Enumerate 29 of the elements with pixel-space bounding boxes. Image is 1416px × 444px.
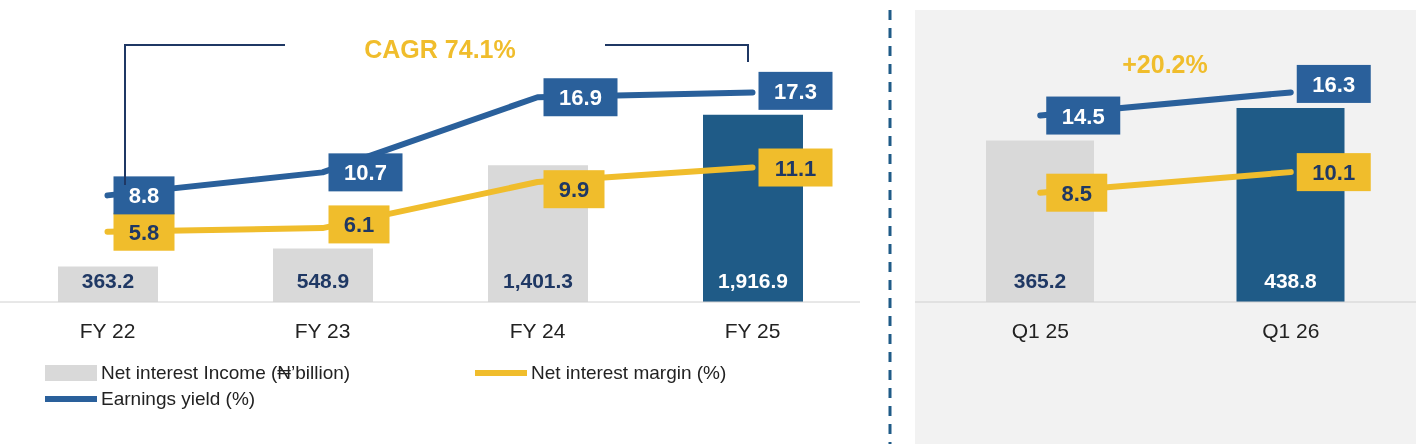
data-label: 6.1 (343, 212, 375, 238)
data-label: 14.5 (1061, 103, 1105, 129)
x-tick-label: FY 22 (79, 319, 136, 342)
data-label: 16.9 (559, 85, 602, 111)
x-tick-label: FY 24 (509, 319, 566, 342)
data-label: 9.9 (558, 177, 590, 203)
text: +20.2% (1122, 50, 1208, 78)
data-label: 10.7 (344, 160, 387, 186)
data-label: 1,916.9 (717, 269, 789, 292)
data-label: 5.8 (128, 219, 160, 245)
legend-label: Net interest margin (%) (531, 362, 727, 384)
x-tick-label: FY 23 (294, 319, 351, 342)
data-label: 17.3 (774, 78, 817, 104)
data-label: 365.2 (1013, 269, 1067, 292)
legend-label: Earnings yield (%) (101, 388, 256, 410)
data-label: 8.5 (1061, 180, 1093, 206)
data-label: 1,401.3 (502, 269, 574, 292)
legend-label: Net interest Income (₦’billion) (101, 362, 351, 384)
x-tick-label: Q1 25 (1011, 319, 1069, 342)
data-label: 11.1 (774, 155, 817, 181)
data-label: 16.3 (1312, 71, 1356, 97)
data-label: 438.8 (1264, 269, 1318, 292)
data-label: 363.2 (81, 269, 135, 292)
text: CAGR 74.1% (363, 35, 517, 64)
data-label: 548.9 (296, 269, 350, 292)
x-tick-label: FY 25 (724, 319, 781, 342)
data-label: 10.1 (1312, 160, 1356, 186)
data-label: 8.8 (128, 183, 160, 209)
x-tick-label: Q1 26 (1262, 319, 1320, 342)
